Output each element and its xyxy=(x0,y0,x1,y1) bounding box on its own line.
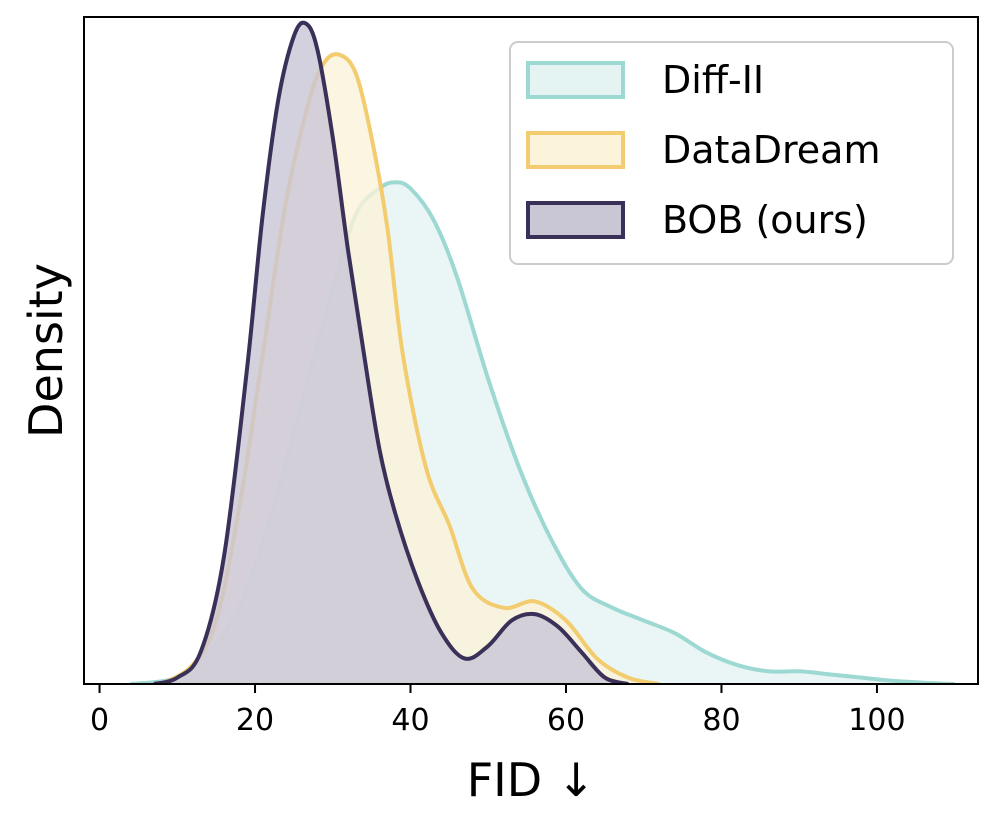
x-tick-label: 60 xyxy=(547,703,585,738)
x-axis-ticks: 0 20 40 60 80 100 xyxy=(90,684,906,738)
x-axis-label: FID ↓ xyxy=(467,753,596,807)
plot-area xyxy=(130,20,955,684)
legend-label-datadream: DataDream xyxy=(662,128,880,172)
x-tick-label: 100 xyxy=(848,703,905,738)
legend-swatch-diff-ii xyxy=(526,61,625,99)
density-area-bob-ours xyxy=(154,22,629,684)
y-axis-label: Density xyxy=(19,263,73,438)
legend-swatch-bob-ours xyxy=(526,201,625,239)
x-tick-label: 40 xyxy=(391,703,429,738)
legend: Diff-II DataDream BOB (ours) xyxy=(509,41,954,265)
density-line-bob-ours xyxy=(153,20,629,684)
legend-label-diff-ii: Diff-II xyxy=(662,58,764,102)
legend-swatch-datadream xyxy=(526,131,625,169)
x-tick-label: 0 xyxy=(90,703,109,738)
axes-frame xyxy=(83,16,979,685)
x-tick-label: 20 xyxy=(236,703,274,738)
x-tick-label: 80 xyxy=(702,703,740,738)
legend-label-bob-ours: BOB (ours) xyxy=(662,198,868,242)
